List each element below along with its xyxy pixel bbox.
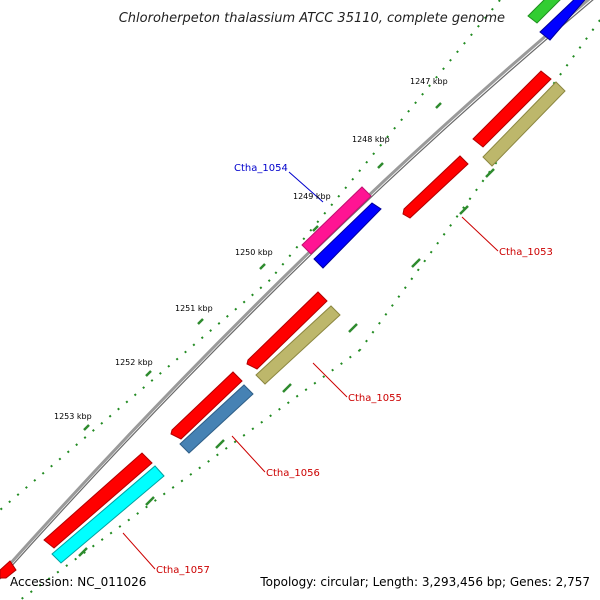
gene-arrow-khaki-top[interactable] <box>482 81 566 167</box>
outer-major-tick <box>145 370 152 377</box>
gene-label-ctha-1055[interactable]: Ctha_1055 <box>348 393 402 404</box>
tick-label-1253: 1253 kbp <box>54 412 92 421</box>
tick-label-1249: 1249 kbp <box>293 192 331 201</box>
gene-arrow-red-1053a[interactable] <box>472 70 552 148</box>
gene-arrow-steelblue-1056[interactable] <box>179 384 254 454</box>
outer-major-tick <box>377 162 384 169</box>
forward-genes <box>0 0 566 579</box>
summary-text: Topology: circular; Length: 3,293,456 bp… <box>259 575 590 589</box>
gene-arrow-red-1057[interactable] <box>43 452 153 549</box>
gene-label-ctha-1053[interactable]: Ctha_1053 <box>499 247 553 258</box>
major-tick <box>145 496 155 506</box>
map-title: Chloroherpeton thalassium ATCC 35110, co… <box>119 11 505 26</box>
accession-text: Accession: NC_011026 <box>10 575 146 589</box>
tick-label-1250: 1250 kbp <box>235 248 273 257</box>
gene-arrow-blue-1054[interactable] <box>313 202 382 269</box>
grid-ring-inner-1 <box>359 19 600 351</box>
major-tick <box>348 323 358 333</box>
gene-labels: Ctha_1054 Ctha_1053 Ctha_1055 Ctha_1056 … <box>156 163 553 576</box>
tick-label-1248: 1248 kbp <box>352 135 390 144</box>
tick-label-1247: 1247 kbp <box>410 77 448 86</box>
genome-backbone <box>0 0 594 580</box>
major-tick <box>459 205 469 215</box>
leader-line-1054 <box>288 171 324 203</box>
tick-label-1251: 1251 kbp <box>175 304 213 313</box>
reverse-genes <box>51 0 590 564</box>
leader-line-1053 <box>461 216 499 252</box>
gene-arrow-cyan-1057[interactable] <box>51 465 165 564</box>
gene-arrow-red-1053[interactable] <box>402 155 469 219</box>
gene-arrow-red-edge[interactable] <box>0 560 17 579</box>
gene-label-ctha-1056[interactable]: Ctha_1056 <box>266 468 320 479</box>
gene-arrow-green[interactable] <box>527 0 566 24</box>
gene-arrow-blue-top[interactable] <box>539 0 590 41</box>
tick-label-1252: 1252 kbp <box>115 358 153 367</box>
gene-arrow-red-1056[interactable] <box>170 371 243 440</box>
grid-ring-outer-2 <box>0 279 271 511</box>
major-tick <box>411 258 421 268</box>
outer-major-tick <box>435 102 442 109</box>
gene-arrow-red-1055[interactable] <box>246 291 328 370</box>
major-ticks <box>78 168 495 557</box>
backbone-outer-line <box>0 0 591 577</box>
gene-label-ctha-1054[interactable]: Ctha_1054 <box>234 163 288 174</box>
leader-line-1055 <box>312 362 348 398</box>
outer-major-tick <box>197 318 204 325</box>
leader-line-1056 <box>231 435 266 473</box>
outer-major-tick <box>312 225 319 232</box>
major-tick <box>78 547 88 557</box>
gene-arrow-magenta-1054[interactable] <box>301 186 372 255</box>
label-leader-lines <box>122 171 499 570</box>
tick-labels: 1247 kbp 1248 kbp 1249 kbp 1250 kbp 1251… <box>54 77 448 421</box>
gene-label-ctha-1057[interactable]: Ctha_1057 <box>156 565 210 576</box>
backbone-inner-line <box>0 0 594 580</box>
major-tick <box>282 383 292 393</box>
leader-line-1057 <box>122 532 156 570</box>
outer-major-tick <box>259 263 266 270</box>
gene-arrow-khaki-1055[interactable] <box>255 305 341 385</box>
outer-major-ticks <box>83 102 442 431</box>
major-tick <box>485 168 495 178</box>
major-tick <box>215 439 225 449</box>
outer-major-tick <box>83 424 90 431</box>
